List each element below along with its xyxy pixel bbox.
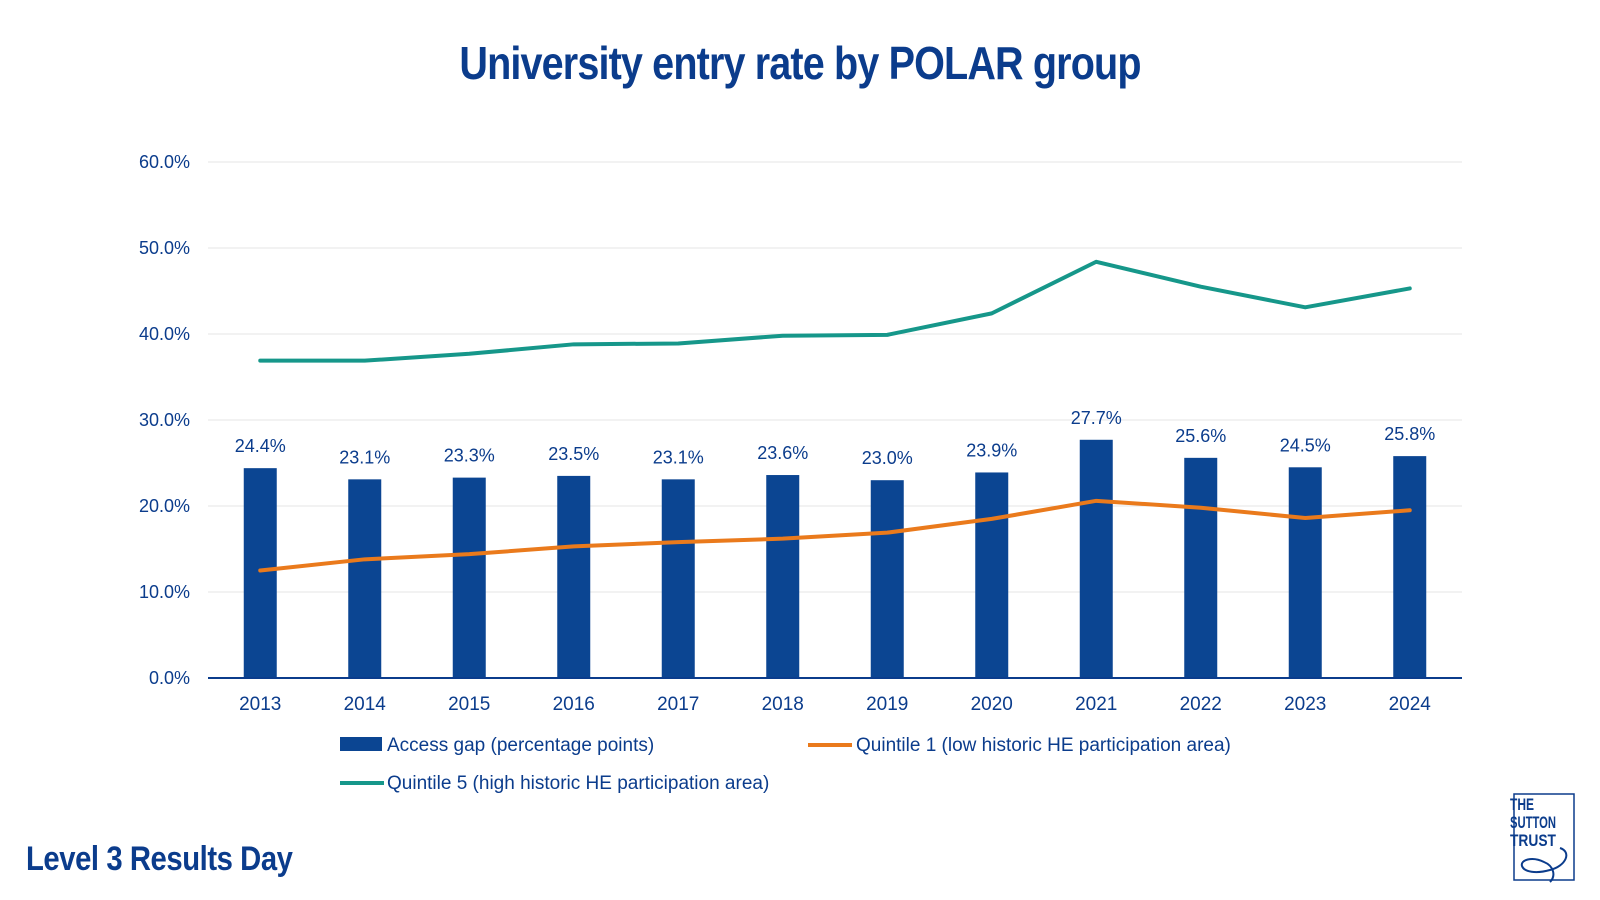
- bar-access-gap: [1079, 439, 1113, 678]
- logo-swash: [1520, 847, 1568, 883]
- x-tick-label: 2022: [1180, 694, 1222, 715]
- x-tick-label: 2021: [1075, 694, 1117, 715]
- y-tick-label: 60.0%: [139, 152, 190, 172]
- bar-access-gap: [661, 479, 695, 678]
- bar-access-gap: [1184, 457, 1218, 678]
- x-tick-label: 2023: [1284, 694, 1326, 715]
- bar-data-label: 23.1%: [653, 447, 704, 467]
- y-tick-label: 0.0%: [149, 668, 190, 688]
- y-tick-label: 10.0%: [139, 582, 190, 602]
- bar-data-label: 24.4%: [235, 436, 286, 456]
- bar-access-gap: [870, 480, 904, 678]
- legend-label-access-gap: Access gap (percentage points): [387, 735, 654, 756]
- bar-data-label: 25.8%: [1384, 424, 1435, 444]
- x-tick-label: 2016: [553, 694, 595, 715]
- bar-data-label: 23.6%: [757, 443, 808, 463]
- bar-data-label: 23.1%: [339, 447, 390, 467]
- bar-data-label: 23.0%: [862, 448, 913, 468]
- logo-line-1: THE: [1510, 795, 1534, 814]
- sutton-trust-logo: THE SUTTON TRUST: [1510, 793, 1575, 883]
- bar-data-label: 23.5%: [548, 444, 599, 464]
- bar-access-gap: [557, 475, 591, 678]
- x-tick-label: 2024: [1389, 694, 1432, 715]
- bar-access-gap: [243, 468, 277, 678]
- line-quintile-1: [258, 498, 1412, 573]
- y-tick-label: 30.0%: [139, 410, 190, 430]
- bar-access-gap: [975, 472, 1009, 678]
- y-tick-label: 50.0%: [139, 238, 190, 258]
- chart-title: University entry rate by POLAR group: [459, 37, 1141, 89]
- logo-line-2: SUTTON: [1510, 813, 1556, 832]
- y-tick-label: 20.0%: [139, 496, 190, 516]
- bar-access-gap: [766, 475, 800, 678]
- line-quintile-5: [258, 259, 1412, 363]
- x-tick-label: 2017: [657, 694, 699, 715]
- legend-label-quintile-1: Quintile 1 (low historic HE participatio…: [856, 735, 1231, 756]
- footer-label: Level 3 Results Day: [26, 840, 293, 878]
- logo-line-3: TRUST: [1510, 831, 1556, 850]
- bar-access-gap: [1288, 467, 1322, 678]
- bar-data-label: 23.3%: [444, 446, 495, 466]
- x-tick-label: 2015: [448, 694, 490, 715]
- bar-data-label: 24.5%: [1280, 435, 1331, 455]
- bar-data-label: 27.7%: [1071, 408, 1122, 428]
- bar-data-label: 25.6%: [1175, 426, 1226, 446]
- logo-frame: [1513, 793, 1575, 881]
- legend-label-quintile-5: Quintile 5 (high historic HE participati…: [387, 773, 769, 794]
- bar-access-gap: [452, 477, 486, 678]
- bar-data-label: 23.9%: [966, 440, 1017, 460]
- x-tick-label: 2019: [866, 694, 908, 715]
- legend-swatch-access-gap: [340, 737, 382, 751]
- chart-area: 0.0% 10.0% 20.0% 30.0% 40.0% 50.0% 60.0% 24.4% 2…: [139, 152, 1462, 794]
- bar-access-gap: [348, 479, 382, 678]
- x-tick-label: 2018: [762, 694, 804, 715]
- x-tick-label: 2013: [239, 694, 281, 715]
- x-tick-label: 2014: [344, 694, 387, 715]
- bar-access-gap: [1393, 456, 1427, 678]
- y-tick-label: 40.0%: [139, 324, 190, 344]
- x-tick-label: 2020: [971, 694, 1013, 715]
